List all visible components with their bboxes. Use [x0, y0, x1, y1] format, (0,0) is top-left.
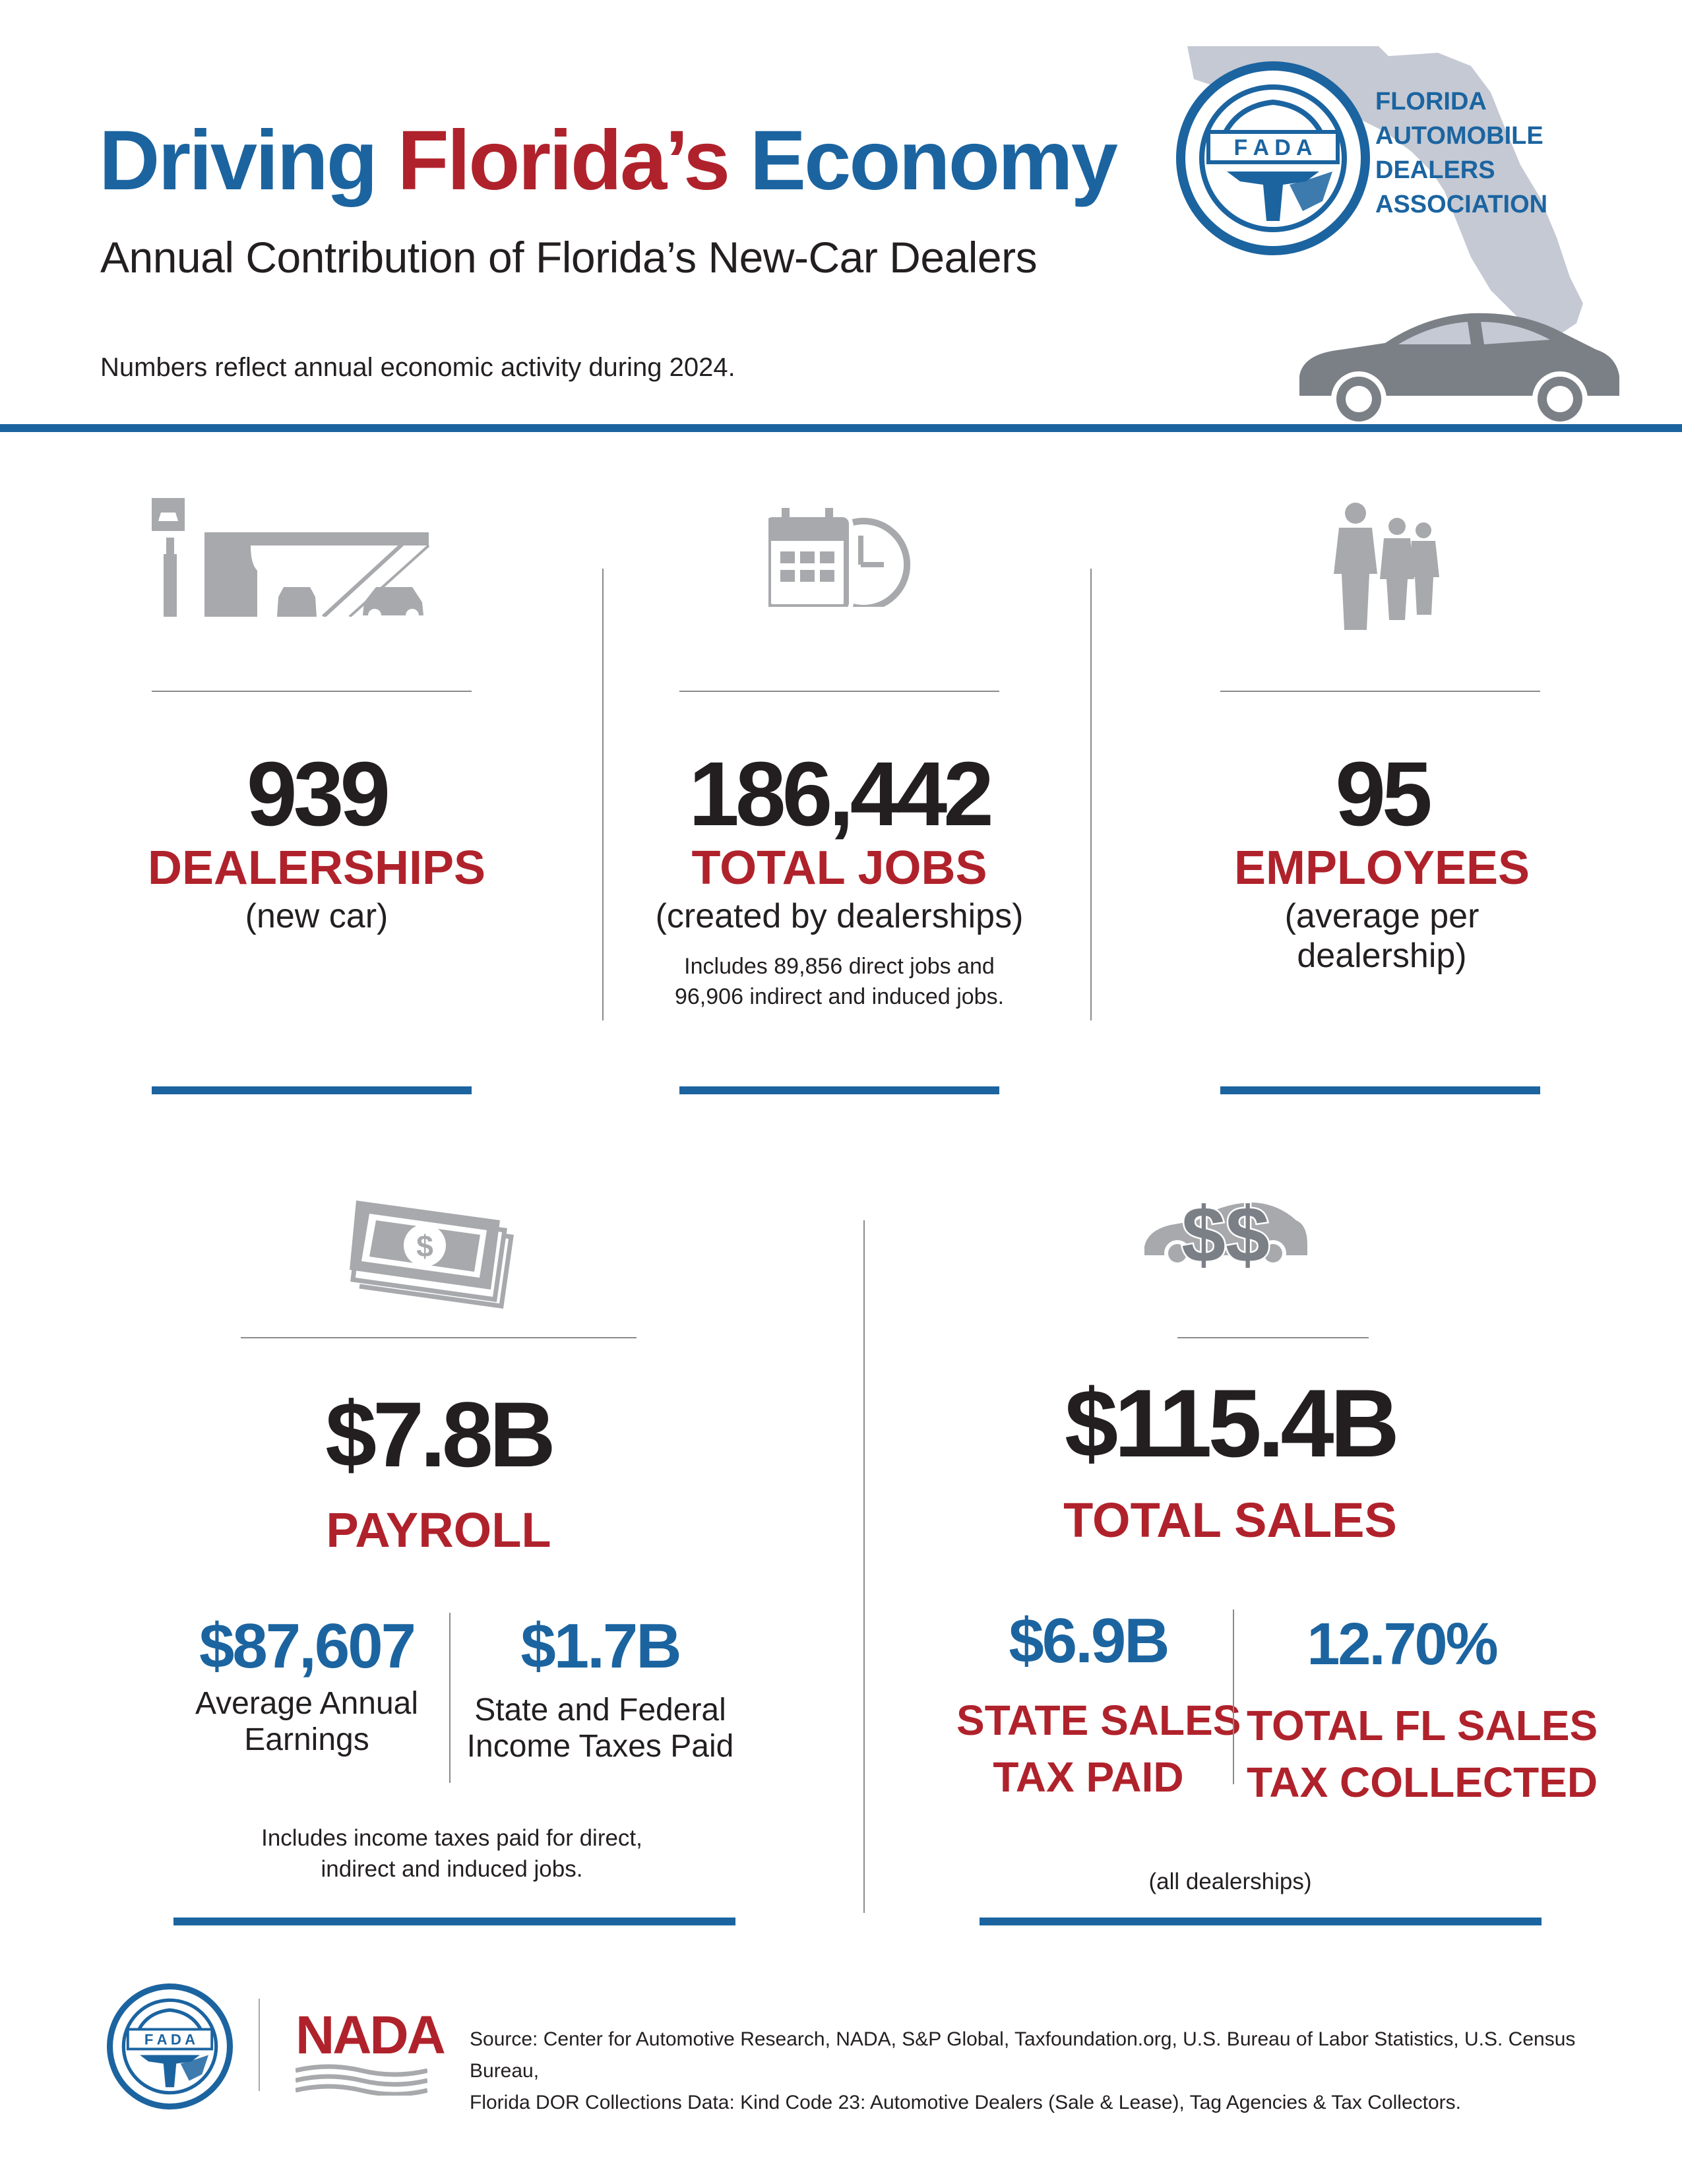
- payroll-note-line2: indirect and induced jobs.: [321, 1856, 583, 1883]
- average-earnings-label: Average Annual Earnings: [168, 1685, 445, 1758]
- header-divider: [0, 424, 1682, 432]
- car-dollar-icon: $$: [1144, 1189, 1307, 1276]
- divider: [152, 1086, 472, 1094]
- payroll-note: Includes income taxes paid for direct, i…: [175, 1823, 729, 1885]
- car-icon: [1299, 313, 1619, 427]
- org-name-line3: DEALERS: [1375, 156, 1495, 185]
- employees-label: EMPLOYEES: [1233, 842, 1530, 894]
- svg-text:F A D A: F A D A: [144, 2031, 195, 2047]
- title-part-driving: Driving: [99, 113, 398, 208]
- fl-sales-tax-label-line2: TAX COLLECTED: [1247, 1759, 1598, 1807]
- divider: [241, 1337, 637, 1338]
- org-name-line4: ASSOCIATION: [1375, 191, 1548, 219]
- income-taxes-label: State and Federal Income Taxes Paid: [462, 1692, 739, 1764]
- divider: [1220, 691, 1540, 692]
- sales-note: (all dealerships): [1148, 1869, 1312, 1894]
- average-earnings-label-line2: Earnings: [244, 1722, 369, 1758]
- average-earnings-value: $87,607: [199, 1611, 416, 1681]
- employees-sub: (average per dealership): [1181, 897, 1583, 976]
- fada-org-name: FLORIDA AUTOMOBILE DEALERS ASSOCIATION: [1375, 84, 1547, 222]
- page-title: Driving Florida’s Economy: [99, 119, 1118, 203]
- income-taxes-value: $1.7B: [520, 1611, 681, 1681]
- org-name-line2: AUTOMOBILE: [1375, 122, 1543, 150]
- title-part-florida: Florida’s: [397, 113, 731, 208]
- income-taxes-label-line2: Income Taxes Paid: [466, 1729, 734, 1764]
- dealerships-label: DEALERSHIPS: [147, 842, 486, 894]
- divider: [1177, 1337, 1369, 1338]
- total-sales-label: TOTAL SALES: [1063, 1493, 1397, 1547]
- divider: [679, 1086, 999, 1094]
- fada-emblem-icon: F A D A: [1176, 61, 1370, 255]
- year-note: Numbers reflect annual economic activity…: [100, 353, 735, 382]
- source-citation: Source: Center for Automotive Research, …: [470, 2024, 1591, 2119]
- nada-logo-text: NADA: [296, 2005, 446, 2065]
- page-subtitle: Annual Contribution of Florida’s New-Car…: [100, 233, 1038, 282]
- column-divider: [863, 1220, 865, 1913]
- state-sales-tax-label-line1: STATE SALES: [956, 1697, 1241, 1744]
- title-part-economy: Economy: [728, 113, 1118, 208]
- employees-sub-line1: (average per: [1284, 897, 1480, 935]
- dealerships-sub: (new car): [245, 897, 389, 935]
- employees-number: 95: [1335, 743, 1433, 845]
- dealership-icon: [152, 498, 430, 617]
- source-line2: Florida DOR Collections Data: Kind Code …: [470, 2092, 1461, 2113]
- total-jobs-note: Includes 89,856 direct jobs and 96,906 i…: [633, 952, 1045, 1013]
- payroll-label: PAYROLL: [326, 1503, 551, 1557]
- total-jobs-label: TOTAL JOBS: [691, 842, 987, 894]
- column-divider: [602, 569, 604, 1020]
- footer-divider: [259, 1999, 260, 2091]
- state-sales-tax-label: STATE SALES TAX PAID: [956, 1692, 1241, 1806]
- payroll-note-line1: Includes income taxes paid for direct,: [261, 1825, 642, 1851]
- dealerships-number: 939: [246, 743, 390, 845]
- calendar-clock-icon: [768, 508, 911, 607]
- column-divider: [1090, 569, 1092, 1020]
- svg-text:$$: $$: [1181, 1191, 1269, 1276]
- divider: [152, 691, 472, 692]
- svg-text:F A D A: F A D A: [1234, 135, 1313, 160]
- fada-footer-logo-icon: F A D A: [106, 1983, 234, 2110]
- total-jobs-sub: (created by dealerships): [655, 897, 1024, 935]
- fl-sales-tax-value: 12.70%: [1307, 1611, 1498, 1677]
- nada-logo: NADA: [295, 2005, 446, 2099]
- income-taxes-label-line1: State and Federal: [474, 1693, 726, 1728]
- divider: [679, 691, 999, 692]
- fl-sales-tax-label: TOTAL FL SALES TAX COLLECTED: [1247, 1697, 1598, 1811]
- state-sales-tax-value: $6.9B: [1009, 1606, 1169, 1676]
- nada-wave-icon: [295, 2064, 428, 2097]
- divider: [1220, 1086, 1540, 1094]
- average-earnings-label-line1: Average Annual: [195, 1686, 419, 1721]
- total-jobs-note-line1: Includes 89,856 direct jobs and: [684, 954, 995, 979]
- column-divider: [449, 1613, 451, 1783]
- state-sales-tax-label-line2: TAX PAID: [993, 1753, 1184, 1801]
- svg-text:$: $: [416, 1229, 433, 1263]
- divider: [980, 1918, 1542, 1925]
- divider: [173, 1918, 735, 1925]
- payroll-number: $7.8B: [325, 1383, 556, 1486]
- money-icon: $: [350, 1201, 514, 1309]
- source-line1: Source: Center for Automotive Research, …: [470, 2028, 1576, 2082]
- org-name-line1: FLORIDA: [1375, 88, 1487, 115]
- total-jobs-note-line2: 96,906 indirect and induced jobs.: [674, 983, 1005, 1009]
- total-sales-number: $115.4B: [1065, 1369, 1400, 1477]
- total-jobs-number: 186,442: [689, 743, 994, 845]
- people-icon: [1334, 503, 1439, 630]
- column-divider: [1233, 1609, 1234, 1784]
- fl-sales-tax-label-line1: TOTAL FL SALES: [1247, 1702, 1598, 1749]
- employees-sub-line2: dealership): [1297, 936, 1467, 975]
